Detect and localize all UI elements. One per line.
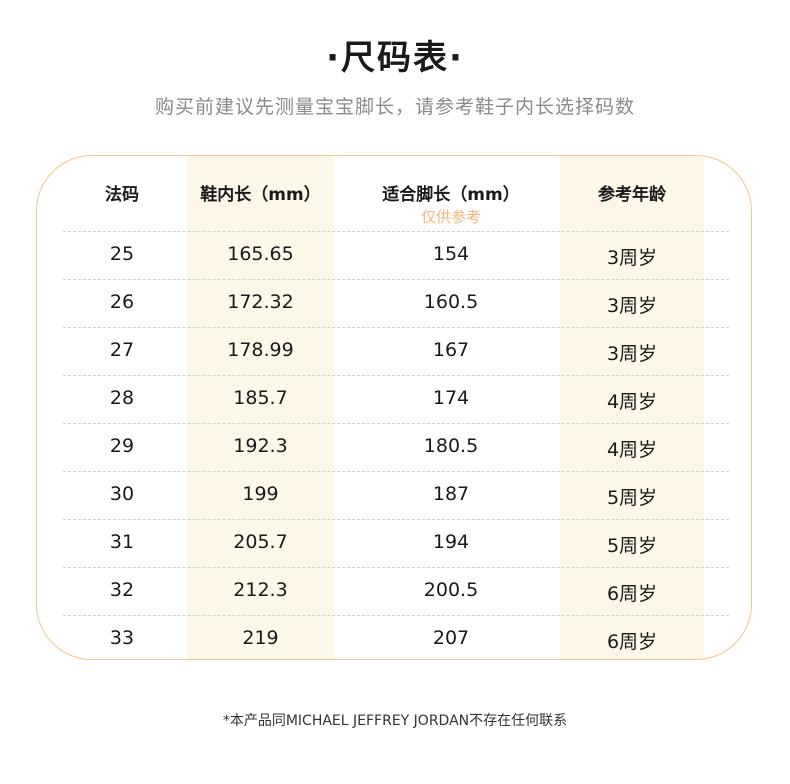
disclaimer: *本产品同MICHAEL JEFFREY JORDAN不存在任何联系	[222, 713, 568, 729]
header-note: 仅供参考	[420, 208, 481, 226]
header-inner-length: 鞋内长（mm）	[200, 185, 321, 205]
cell-inner-length: 199	[242, 483, 279, 505]
table-header: 法码 鞋内长（mm） 适合脚长（mm） 参考年龄 仅供参考	[37, 156, 751, 231]
header-size: 法码	[105, 185, 139, 205]
cell-inner-length: 172.32	[227, 291, 294, 313]
table-row: 28 185.7 174 4周岁	[37, 375, 751, 423]
cell-size: 29	[109, 435, 135, 457]
size-table: 法码 鞋内长（mm） 适合脚长（mm） 参考年龄 仅供参考 25 165.65 15…	[36, 155, 752, 660]
divider	[63, 615, 729, 616]
divider	[63, 567, 729, 568]
cell-size: 30	[109, 483, 135, 505]
column-highlight	[187, 156, 334, 659]
cell-inner-length: 185.7	[233, 387, 288, 409]
cell-size: 25	[109, 243, 135, 265]
table-row: 27 178.99 167 3周岁	[37, 327, 751, 375]
cell-size: 26	[109, 291, 135, 313]
cell-foot-length: 154	[432, 243, 470, 265]
cell-age: 3周岁	[606, 343, 658, 365]
table-row: 33 219 207 6周岁	[37, 615, 751, 659]
column-highlight	[560, 156, 704, 659]
cell-inner-length: 212.3	[233, 579, 288, 601]
divider	[63, 231, 729, 232]
table-row: 31 205.7 194 5周岁	[37, 519, 751, 567]
cell-foot-length: 180.5	[423, 435, 479, 457]
cell-foot-length: 187	[432, 483, 470, 505]
divider	[63, 279, 729, 280]
divider	[63, 519, 729, 520]
table-row: 32 212.3 200.5 6周岁	[37, 567, 751, 615]
cell-age: 3周岁	[606, 247, 658, 269]
cell-foot-length: 167	[432, 339, 470, 361]
cell-size: 32	[109, 579, 135, 601]
cell-foot-length: 174	[432, 387, 470, 409]
page-title: ·尺码表·	[326, 38, 464, 78]
cell-foot-length: 200.5	[423, 579, 479, 601]
cell-size: 27	[109, 339, 135, 361]
divider	[63, 471, 729, 472]
table-row: 29 192.3 180.5 4周岁	[37, 423, 751, 471]
table-row: 30 199 187 5周岁	[37, 471, 751, 519]
cell-age: 4周岁	[606, 439, 658, 461]
cell-size: 28	[109, 387, 135, 409]
subtitle: 购买前建议先测量宝宝脚长，请参考鞋子内长选择码数	[154, 96, 635, 118]
cell-size: 31	[109, 531, 135, 553]
cell-foot-length: 194	[432, 531, 470, 553]
divider	[63, 327, 729, 328]
cell-age: 3周岁	[606, 295, 658, 317]
cell-age: 6周岁	[606, 583, 658, 605]
cell-inner-length: 192.3	[233, 435, 288, 457]
divider	[63, 423, 729, 424]
cell-inner-length: 178.99	[227, 339, 294, 361]
table-row: 26 172.32 160.5 3周岁	[37, 279, 751, 327]
cell-age: 5周岁	[606, 487, 658, 509]
table-row: 25 165.65 154 3周岁	[37, 231, 751, 279]
cell-inner-length: 165.65	[227, 243, 294, 265]
header-age: 参考年龄	[598, 185, 666, 205]
cell-inner-length: 205.7	[233, 531, 288, 553]
cell-age: 5周岁	[606, 535, 658, 557]
cell-age: 4周岁	[606, 391, 658, 413]
cell-age: 6周岁	[606, 631, 658, 653]
cell-size: 33	[109, 627, 135, 649]
cell-foot-length: 160.5	[423, 291, 479, 313]
header-foot-length: 适合脚长（mm）	[382, 185, 520, 205]
cell-foot-length: 207	[432, 627, 470, 649]
cell-inner-length: 219	[242, 627, 279, 649]
divider	[63, 375, 729, 376]
